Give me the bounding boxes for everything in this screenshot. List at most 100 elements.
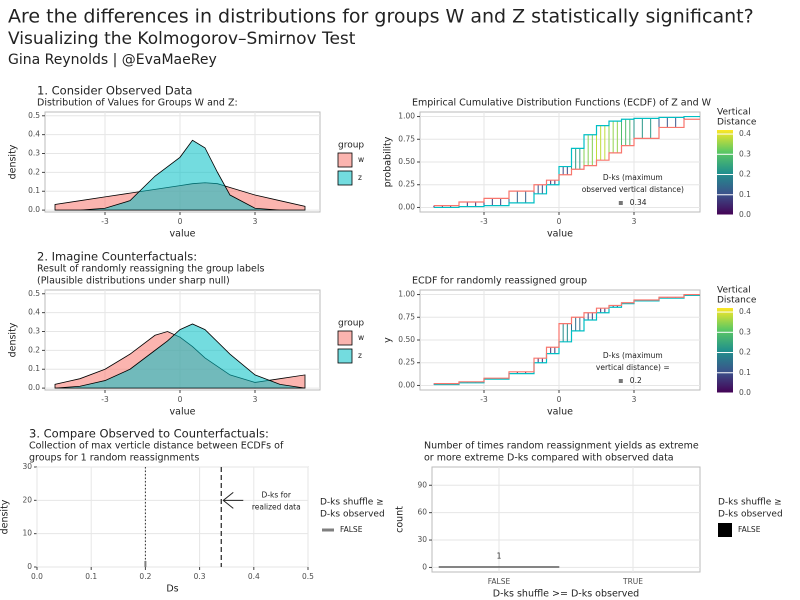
x-tick-label: 0.1 — [85, 572, 97, 581]
legend-title: D-ks shuffle ≥ — [320, 498, 384, 508]
colorbar-label: 0.0 — [739, 388, 751, 397]
y-tick-label: 60 — [417, 508, 427, 517]
legend-title: group — [338, 141, 364, 151]
panel-heading: 1. Consider Observed Data — [37, 84, 192, 98]
colorbar-label: 0.1 — [739, 368, 751, 377]
x-tick-label: -3 — [480, 395, 488, 404]
x-tick-label: 0 — [178, 217, 183, 226]
y-tick-label: 0.1 — [28, 364, 40, 373]
y-axis-label: density — [8, 322, 19, 357]
annotation-arrow — [222, 491, 244, 509]
panel-title: or more extreme D-ks compared with obser… — [424, 453, 674, 464]
legend-label: FALSE — [738, 525, 761, 534]
y-tick-label: 0.75 — [398, 312, 415, 321]
x-tick-label: 0 — [178, 395, 183, 404]
panel-title: Distribution of Values for Groups W and … — [37, 98, 238, 109]
annotation: D-ks (maximum — [603, 173, 663, 182]
colorbar-label: 0.3 — [739, 149, 751, 158]
y-axis-label: y — [383, 337, 394, 343]
y-tick-label: 1.00 — [398, 290, 415, 299]
y-tick-label: 20 — [22, 495, 32, 504]
y-axis-label: density — [0, 499, 11, 534]
legend-swatch — [337, 348, 353, 364]
y-tick-label: 10 — [22, 529, 32, 538]
annotation-value: 0.34 — [630, 198, 647, 207]
x-tick-label: 0.4 — [248, 572, 260, 581]
y-tick-label: 0.3 — [28, 149, 40, 158]
ecdf-step — [434, 294, 700, 386]
legend-title: D-ks observed — [718, 510, 783, 520]
panel-title: Collection of max verticle distance betw… — [29, 441, 284, 452]
y-tick-label: 0.50 — [398, 335, 415, 344]
annotation: D-ks (maximum — [603, 351, 663, 360]
bar-label: 1 — [497, 552, 502, 561]
legend-title: D-ks observed — [320, 510, 385, 520]
legend-title: group — [338, 319, 364, 329]
x-axis-label: value — [547, 407, 573, 418]
x-tick-label: -3 — [101, 217, 109, 226]
x-axis-label: D-ks shuffle >= D-ks observed — [493, 589, 639, 600]
y-axis-label: count — [395, 506, 406, 533]
legend-swatch — [718, 523, 732, 537]
y-tick-label: 30 — [22, 462, 32, 471]
colorbar-label: 0.2 — [739, 170, 751, 179]
x-tick-label: 3 — [253, 217, 258, 226]
y-tick-label: 0.3 — [28, 327, 40, 336]
y-tick-label: 0.4 — [28, 308, 40, 317]
ecdf-step — [434, 293, 700, 385]
x-tick-label: 0.5 — [302, 572, 314, 581]
y-axis-label: probability — [383, 136, 394, 187]
bar — [573, 567, 694, 568]
legend-title: D-ks shuffle ≥ — [718, 498, 782, 508]
y-tick-label: 0 — [27, 562, 32, 571]
x-tick-label: FALSE — [488, 577, 511, 586]
legend-swatch — [337, 330, 353, 346]
y-tick-label: 0.0 — [28, 383, 40, 392]
x-tick-label: TRUE — [622, 577, 643, 586]
y-axis-label: density — [8, 144, 19, 179]
x-tick-label: -3 — [101, 395, 109, 404]
legend-title: Distance — [717, 296, 757, 306]
colorbar-label: 0.0 — [739, 210, 751, 219]
y-tick-label: 0 — [422, 562, 427, 571]
colorbar-label: 0.2 — [739, 348, 751, 357]
colorbar — [717, 130, 733, 215]
panel-title: groups for 1 random reassignments — [29, 453, 199, 464]
y-tick-label: 0.25 — [398, 358, 415, 367]
panel-title: ECDF for randomly reassigned group — [412, 276, 587, 287]
bar — [438, 566, 560, 568]
y-tick-label: 0.1 — [28, 186, 40, 195]
plot-background — [431, 466, 701, 573]
density-area — [55, 139, 305, 211]
legend-title: Distance — [717, 118, 757, 128]
legend-title: Vertical — [717, 286, 751, 296]
colorbar-label: 0.4 — [739, 307, 751, 316]
panel-title: Result of randomly reassigning the group… — [37, 264, 265, 275]
y-tick-label: 0.00 — [398, 202, 415, 211]
y-tick-label: 1.00 — [398, 112, 415, 121]
figure-title: Are the differences in distributions for… — [8, 6, 754, 28]
y-tick-label: 0.4 — [28, 130, 40, 139]
y-tick-label: 0.0 — [28, 205, 40, 214]
figure-author: Gina Reynolds | @EvaMaeRey — [8, 52, 217, 68]
y-tick-label: 0.2 — [28, 345, 40, 354]
legend-label: z — [358, 173, 362, 182]
density-area — [54, 323, 306, 389]
x-tick-label: 3 — [632, 217, 637, 226]
x-tick-label: 0.2 — [139, 572, 151, 581]
y-tick-label: 0.50 — [398, 157, 415, 166]
annotation: D-ks for — [262, 490, 292, 499]
y-tick-label: 90 — [417, 480, 427, 489]
panel-heading: 2. Imagine Counterfactuals: — [37, 250, 197, 264]
panel-title: Number of times random reassignment yiel… — [424, 441, 699, 452]
colorbar-label: 0.3 — [739, 327, 751, 336]
y-tick-label: 0.75 — [398, 134, 415, 143]
y-tick-label: 0.5 — [28, 111, 40, 120]
legend-swatch — [337, 152, 353, 168]
x-axis-label: Ds — [166, 584, 178, 595]
legend-label: w — [358, 333, 364, 342]
x-tick-label: 0 — [557, 217, 562, 226]
colorbar-label: 0.4 — [739, 129, 751, 138]
legend-label: w — [358, 155, 364, 164]
